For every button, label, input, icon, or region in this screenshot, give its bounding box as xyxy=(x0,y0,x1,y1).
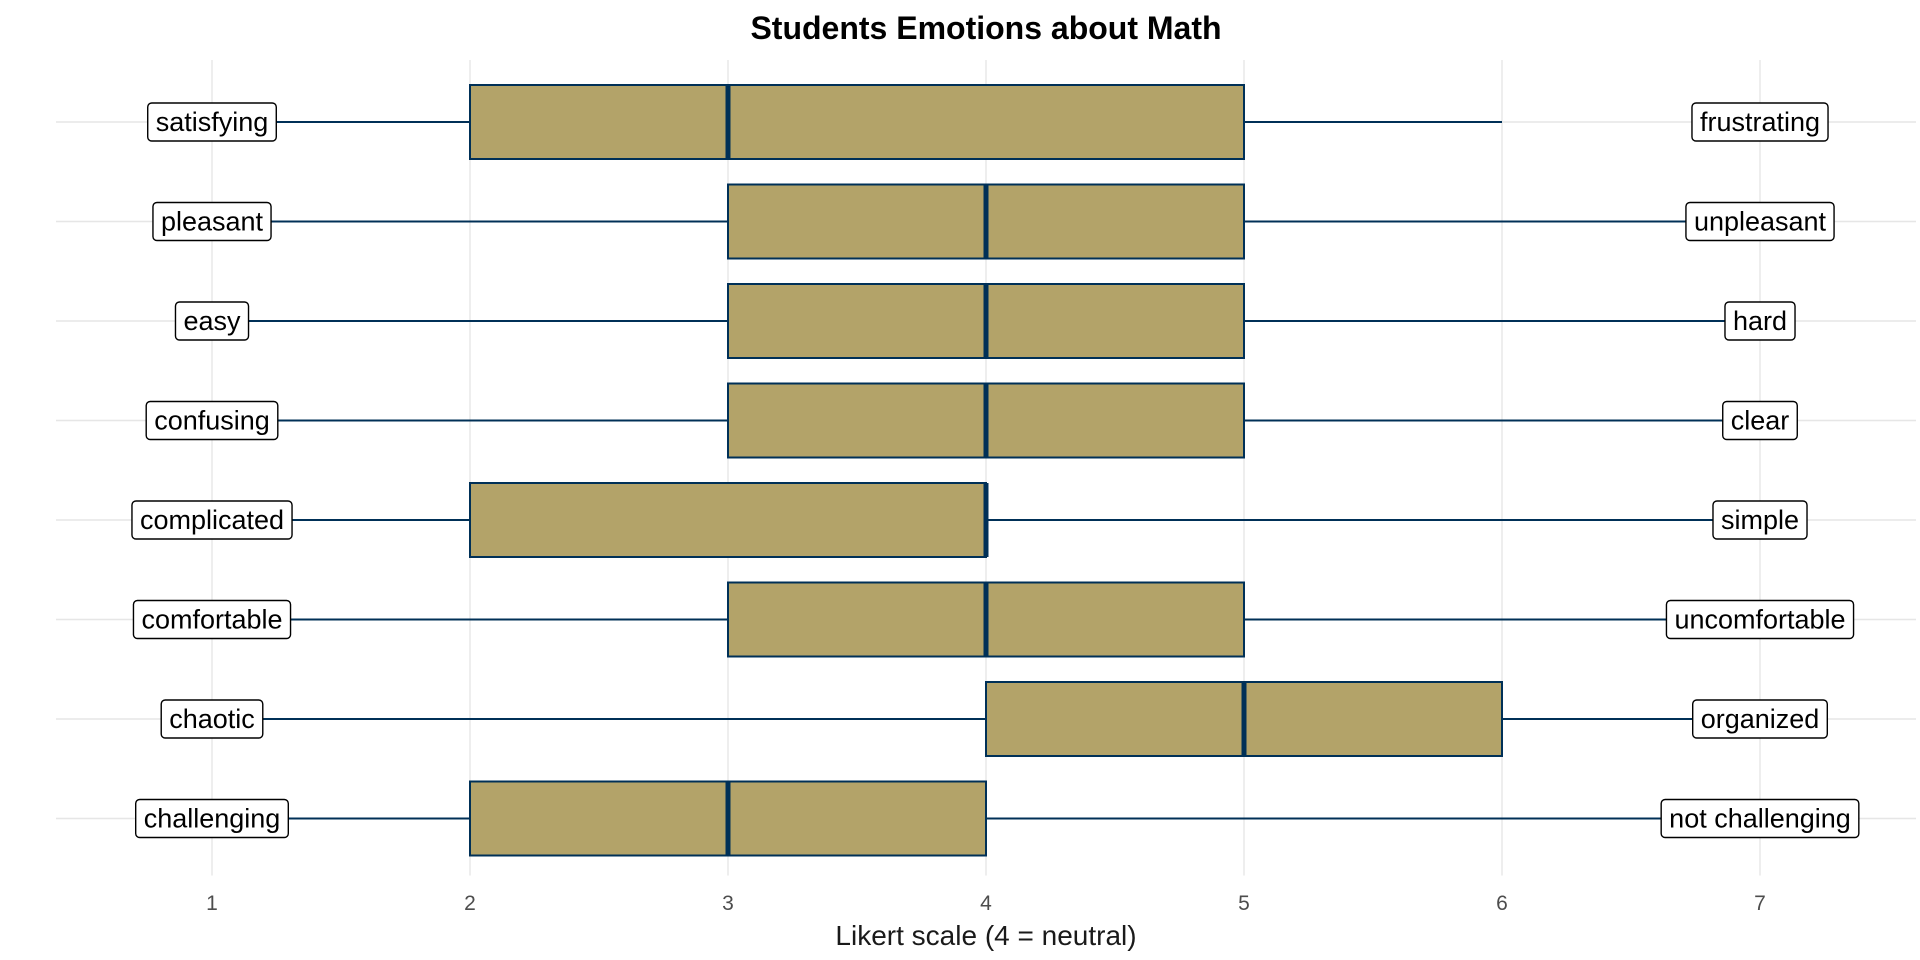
label-text: challenging xyxy=(144,804,281,834)
x-axis-label: Likert scale (4 = neutral) xyxy=(835,920,1136,951)
label-text: easy xyxy=(183,306,241,336)
left-anchor-label: easy xyxy=(174,301,250,341)
right-anchor-label: organized xyxy=(1692,699,1828,739)
label-box xyxy=(1660,798,1860,839)
right-anchor-label: uncomfortable xyxy=(1665,599,1855,640)
left-anchor-label: pleasant xyxy=(152,201,272,242)
left-anchor-label: complicated xyxy=(131,500,293,540)
right-anchor-label: not challenging xyxy=(1660,798,1860,839)
label-text: not challenging xyxy=(1669,804,1851,834)
label-text: pleasant xyxy=(161,207,264,237)
label-box xyxy=(1691,102,1829,142)
label-box xyxy=(1712,500,1808,540)
left-anchor-label: challenging xyxy=(134,798,290,839)
label-box xyxy=(1685,201,1835,242)
label-box xyxy=(1724,301,1796,341)
label-box xyxy=(147,102,277,142)
label-text: simple xyxy=(1721,505,1799,535)
chart-title: Students Emotions about Math xyxy=(750,10,1221,46)
left-anchor-label: comfortable xyxy=(132,599,292,640)
right-anchor-label: hard xyxy=(1724,301,1796,341)
label-box xyxy=(152,201,272,242)
label-box xyxy=(1722,400,1798,441)
label-box xyxy=(174,301,250,341)
label-box xyxy=(131,500,293,540)
label-text: hard xyxy=(1733,306,1787,336)
label-box xyxy=(134,798,290,839)
x-tick-label: 5 xyxy=(1238,892,1250,915)
x-tick-label: 1 xyxy=(206,892,218,915)
x-tick-label: 6 xyxy=(1496,892,1508,915)
right-anchor-label: simple xyxy=(1712,500,1808,540)
left-anchor-label: chaotic xyxy=(160,699,264,739)
label-text: organized xyxy=(1701,704,1820,734)
label-text: frustrating xyxy=(1700,107,1820,137)
label-box xyxy=(1692,699,1828,739)
right-anchor-label: clear xyxy=(1722,400,1798,441)
x-tick-label: 3 xyxy=(722,892,734,915)
label-box xyxy=(145,400,279,441)
iqr-box xyxy=(469,84,1245,160)
left-anchor-label: confusing xyxy=(145,400,279,441)
right-anchor-label: unpleasant xyxy=(1685,201,1835,242)
x-tick-label: 4 xyxy=(980,892,992,915)
left-anchor-label: satisfying xyxy=(147,102,277,142)
boxes xyxy=(469,84,1503,857)
x-axis-ticks: 1 2 3 4 5 6 7 xyxy=(206,892,1766,915)
label-text: satisfying xyxy=(156,107,269,137)
x-tick-label: 7 xyxy=(1754,892,1766,915)
iqr-box xyxy=(469,482,987,558)
label-text: unpleasant xyxy=(1694,207,1827,237)
label-text: uncomfortable xyxy=(1674,605,1845,635)
label-text: confusing xyxy=(154,406,270,436)
label-text: chaotic xyxy=(169,704,255,734)
label-box xyxy=(1665,599,1855,640)
label-text: comfortable xyxy=(141,605,282,635)
label-text: complicated xyxy=(140,505,284,535)
label-text: clear xyxy=(1731,406,1790,436)
x-tick-label: 2 xyxy=(464,892,476,915)
label-box xyxy=(160,699,264,739)
right-anchor-label: frustrating xyxy=(1691,102,1829,142)
label-box xyxy=(132,599,292,640)
anchor-labels: satisfying frustrating pleasant unpleasant e… xyxy=(131,102,1860,839)
